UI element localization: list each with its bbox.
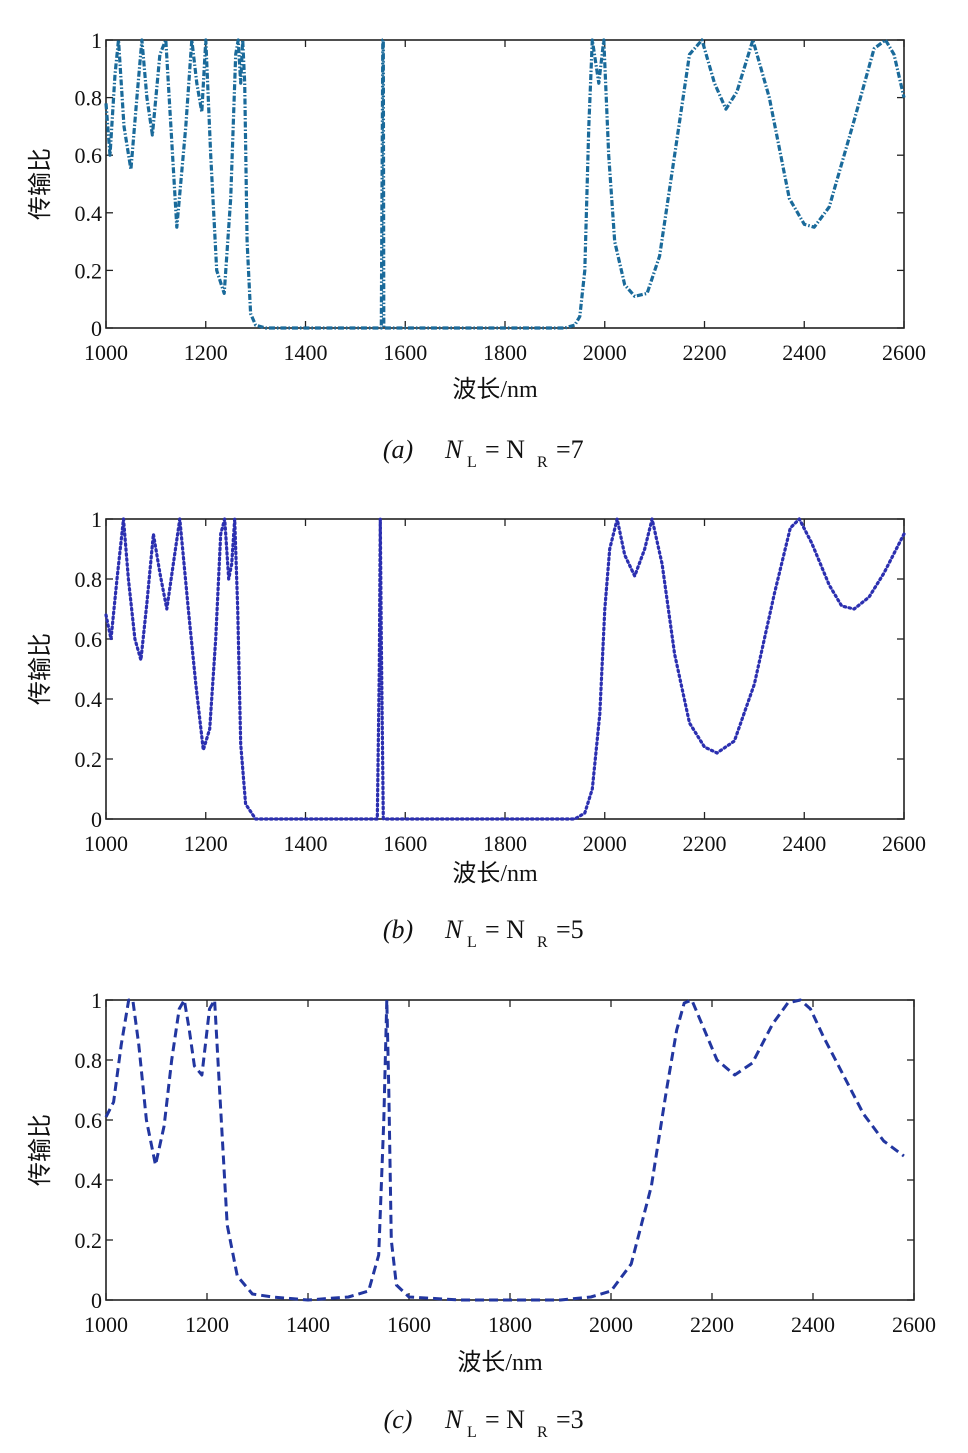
chart-a-series-line [104,38,906,330]
chart-c-ytick-label: 0.2 [75,1228,103,1253]
caption-c-eq-mid-sub: R [537,1424,548,1441]
chart-c-xtick-label: 2000 [589,1312,633,1337]
chart-a-xtick-label: 2200 [683,340,727,365]
chart-b-ytick-label: 0.8 [75,567,103,592]
caption-a-eq-mid: = N [485,435,525,464]
chart-b-ytick-label: 0.2 [75,747,103,772]
chart-c-xtick-label: 2200 [690,1312,734,1337]
chart-b-ytick-label: 0.6 [75,627,103,652]
caption-b-eq-rhs: =5 [556,915,584,944]
caption-b-eq-mid: = N [485,915,525,944]
chart-a-ytick-label: 0.8 [75,86,103,111]
chart-a-ytick-label: 0 [91,316,102,341]
caption-b-eq-lhs: N [444,915,464,944]
chart-a-xtick-label: 1600 [383,340,427,365]
caption-b-label: (b) [383,915,413,944]
chart-c-y-axis-title: 传输比 [27,1114,54,1186]
chart-b-xtick-label: 2000 [583,831,627,856]
chart-b-xtick-label: 1200 [184,831,228,856]
caption-a-label: (a) [383,435,413,464]
chart-b-xtick-label: 1800 [483,831,527,856]
chart-c-ytick-label: 1 [91,988,102,1013]
chart-c-ytick-label: 0.6 [75,1108,103,1133]
chart-b-xtick-label: 2400 [782,831,826,856]
chart-a: 1000 1200 1400 1600 1800 2000 2200 2400 2600 0 0.2… [27,28,926,403]
caption-a-eq-mid-sub: R [537,454,548,471]
chart-b-ytick-label: 0 [91,807,102,832]
chart-c-series-line [104,998,905,1302]
chart-c-xtick-label: 1000 [84,1312,128,1337]
chart-b-xtick-label: 1000 [84,831,128,856]
chart-a-xtick-label: 2400 [782,340,826,365]
chart-b-plot-frame [105,518,905,820]
chart-b: 1000 1200 1400 1600 1800 2000 2200 2400 2600 0 0.2… [27,507,926,887]
chart-a-y-axis-title: 传输比 [27,148,54,220]
chart-b-xtick-label: 1400 [284,831,328,856]
caption-c-eq-rhs: =3 [556,1405,584,1434]
caption-a-eq-rhs: =7 [556,435,584,464]
chart-a-xtick-label: 2600 [882,340,926,365]
chart-a-xtick-label: 2000 [583,340,627,365]
chart-b-xtick-label: 2600 [882,831,926,856]
chart-c: 1000 1200 1400 1600 1800 2000 2200 2400 2600 0 0.2… [27,988,936,1376]
caption-b: (b) N L = N R =5 [383,915,584,951]
caption-c-eq-lhs: N [444,1405,464,1434]
caption-c-eq-mid: = N [485,1405,525,1434]
caption-a-eq-lhs: N [444,435,464,464]
caption-c-label: (c) [384,1405,413,1434]
chart-c-ytick-label: 0.8 [75,1048,103,1073]
chart-c-ytick-label: 0 [91,1288,102,1313]
caption-a: (a) N L = N R =7 [383,435,584,471]
chart-a-xtick-label: 1200 [184,340,228,365]
chart-c-xtick-label: 2400 [791,1312,835,1337]
chart-a-ytick-label: 0.2 [75,258,103,283]
chart-a-ytick-label: 0.6 [75,143,103,168]
caption-c-eq-lhs-sub: L [467,1424,477,1441]
chart-a-xtick-label: 1800 [483,340,527,365]
chart-b-ytick-label: 0.4 [75,687,103,712]
chart-a-x-axis-title: 波长/nm [452,376,538,403]
chart-b-xtick-label: 1600 [383,831,427,856]
chart-a-xtick-label: 1000 [84,340,128,365]
chart-c-xtick-label: 1200 [185,1312,229,1337]
chart-c-x-axis-title: 波长/nm [457,1349,543,1376]
chart-c-xtick-label: 1600 [387,1312,431,1337]
caption-b-eq-lhs-sub: L [467,934,477,951]
chart-b-y-axis-title: 传输比 [27,633,54,705]
chart-a-ytick-label: 0.4 [75,201,103,226]
chart-b-ytick-label: 1 [91,507,102,532]
chart-b-series-line [104,517,906,821]
caption-a-eq-lhs-sub: L [467,454,477,471]
chart-c-ytick-label: 0.4 [75,1168,103,1193]
chart-c-xtick-label: 1800 [488,1312,532,1337]
chart-b-xtick-label: 2200 [683,831,727,856]
chart-a-ytick-label: 1 [91,28,102,53]
chart-b-x-axis-title: 波长/nm [452,860,538,887]
caption-b-eq-mid-sub: R [537,934,548,951]
chart-c-plot-frame [105,999,915,1301]
chart-c-xtick-label: 1400 [286,1312,330,1337]
chart-a-xtick-label: 1400 [284,340,328,365]
caption-c: (c) N L = N R =3 [384,1405,584,1441]
chart-c-xtick-label: 2600 [892,1312,936,1337]
